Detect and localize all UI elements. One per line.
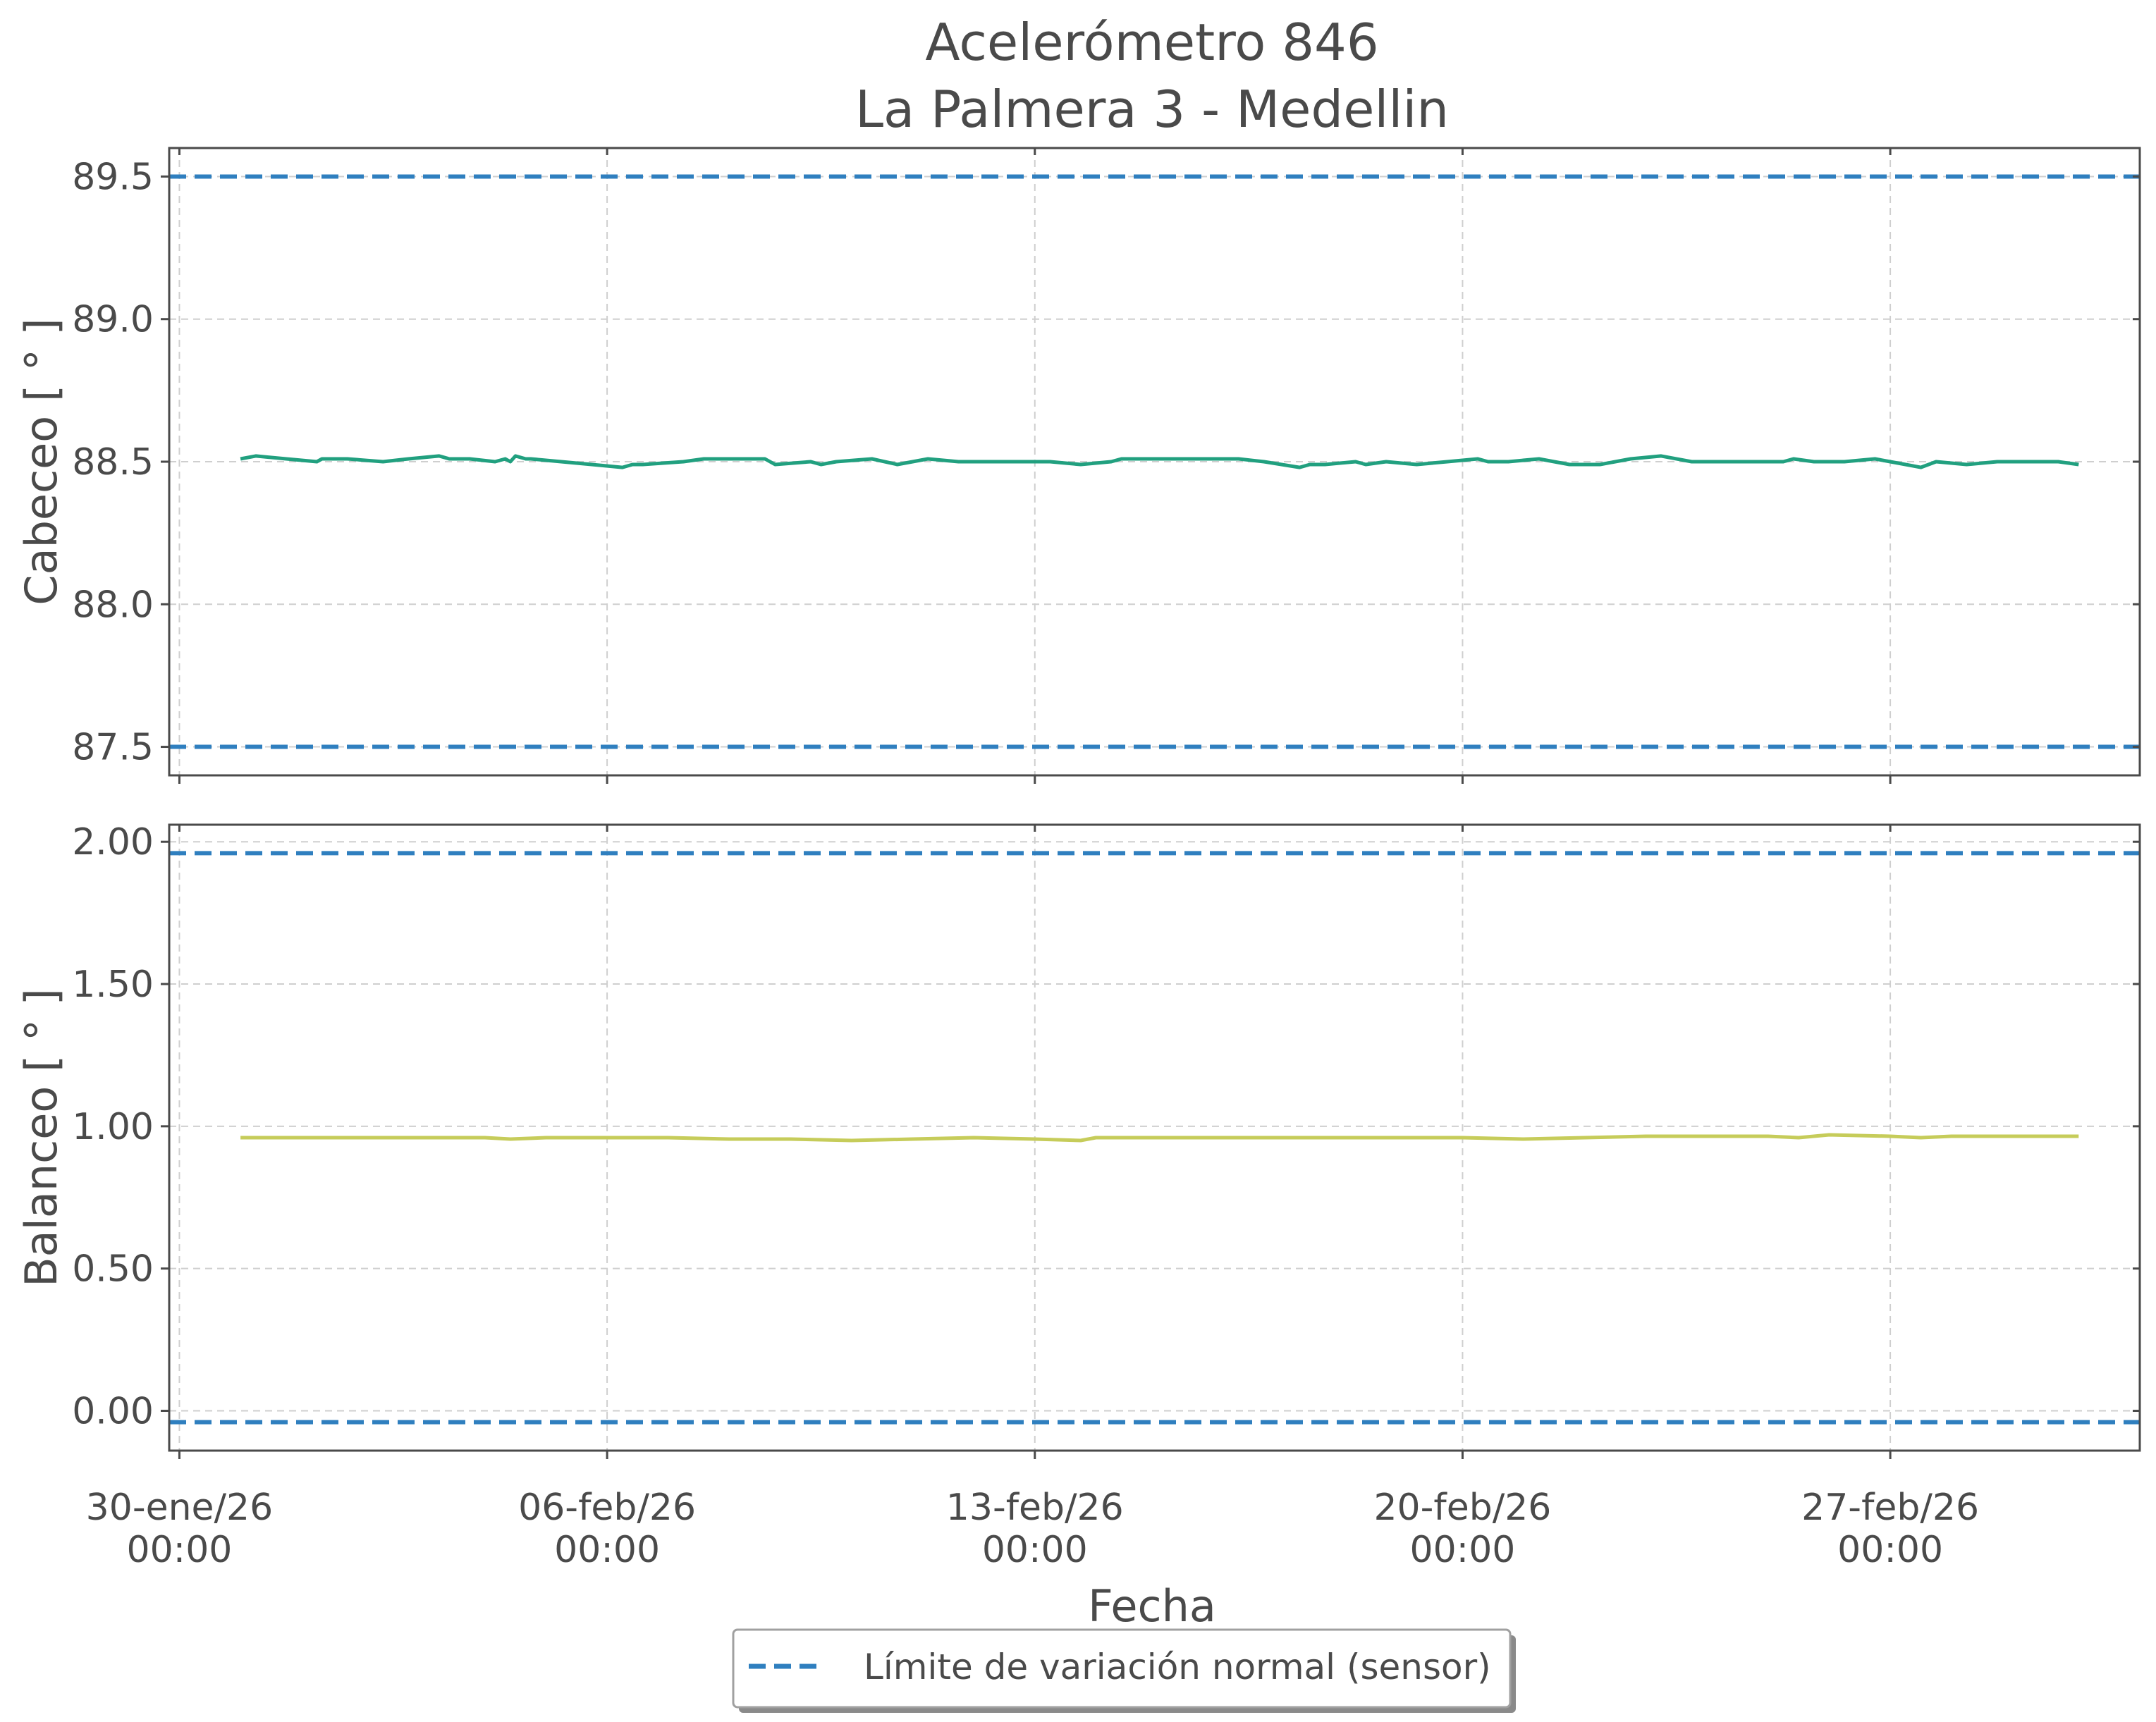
chart-title-line2: La Palmera 3 - Medellin [855,80,1449,139]
x-tick-label-time: 00:00 [1837,1529,1943,1571]
y-tick-label: 89.5 [72,156,154,198]
x-tick-label: 30-ene/26 [86,1487,274,1529]
y-axis-label: Cabeceo [ ° ] [16,318,67,605]
x-tick-label: 20-feb/26 [1373,1487,1551,1529]
y-tick-label: 88.0 [72,584,154,626]
x-tick-label: 27-feb/26 [1801,1487,1979,1529]
y-tick-label: 0.00 [72,1390,154,1432]
x-tick-label: 06-feb/26 [518,1487,696,1529]
legend-label: Límite de variación normal (sensor) [864,1647,1491,1687]
axes-frame [168,823,2141,1452]
x-tick-label-time: 00:00 [1410,1529,1516,1571]
x-tick-label-time: 00:00 [127,1529,233,1571]
y-tick-label: 0.50 [72,1248,154,1291]
cabeceo-series-line [240,454,2079,469]
x-tick-label: 13-feb/26 [946,1487,1124,1529]
x-tick-label-time: 00:00 [554,1529,660,1571]
cabeceo-panel: 87.5 88.0 88.5 89.0 89.5 Cabeceo [ ° ] [16,147,2141,784]
y-tick-label: 2.00 [72,821,154,863]
y-tick-label: 87.5 [72,727,154,769]
y-tick-label: 1.00 [72,1106,154,1148]
x-axis-label: Fecha [1088,1580,1216,1632]
balanceo-panel: 0.000.501.001.502.0030-ene/2600:0006-feb… [16,821,2141,1571]
x-tick-label-time: 00:00 [982,1529,1088,1571]
y-tick-label: 1.50 [72,964,154,1006]
chart-title-line1: Acelerómetro 846 [925,13,1378,72]
y-axis-label: Balanceo [ ° ] [16,988,67,1287]
balanceo-series-line [240,1133,2079,1143]
legend: Límite de variación normal (sensor) [732,1628,1516,1713]
y-tick-label: 89.0 [72,299,154,341]
y-tick-label: 88.5 [72,441,154,484]
